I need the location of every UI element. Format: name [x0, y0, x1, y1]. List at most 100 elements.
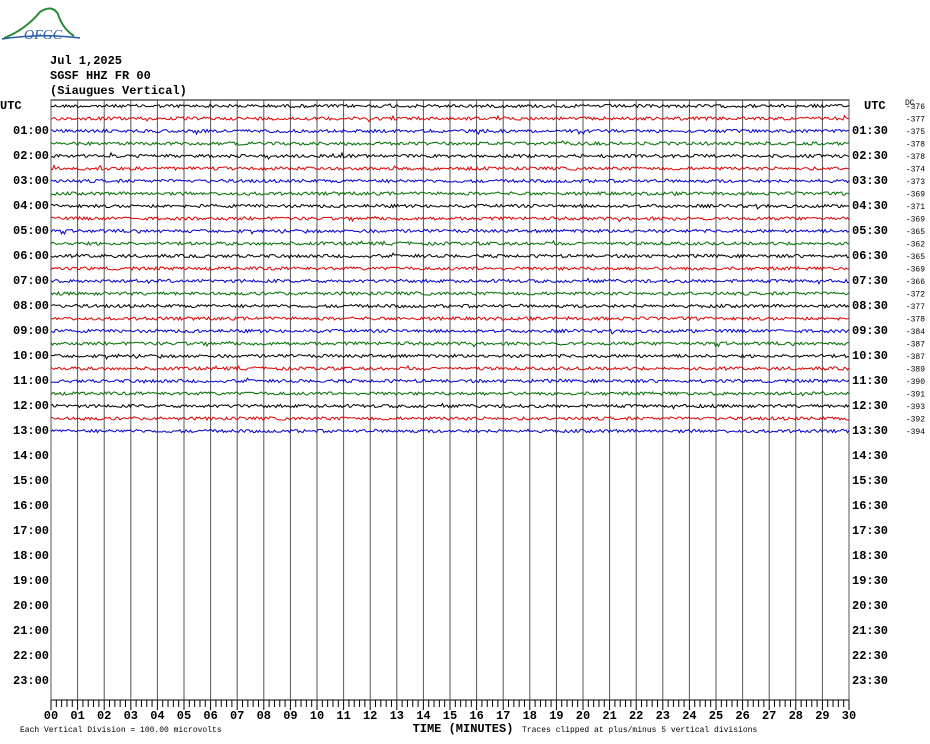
row-label-right: UTC: [864, 99, 886, 113]
trace: [50, 239, 850, 247]
x-tick-label: 07: [230, 709, 244, 723]
x-tick-label: 17: [496, 709, 510, 723]
row-label-right: 22:30: [852, 649, 888, 663]
row-label-left: UTC: [0, 99, 22, 113]
row-label-right: 03:30: [852, 174, 888, 188]
row-label-right: 07:30: [852, 274, 888, 288]
row-label-left: 06:00: [13, 249, 49, 263]
dc-offset: -378: [906, 141, 925, 150]
trace: [50, 428, 850, 434]
row-label-left: 17:00: [13, 524, 49, 538]
x-tick-label: 09: [283, 709, 297, 723]
dc-offset: -366: [906, 278, 925, 287]
trace: [50, 377, 850, 385]
dc-offset: -376: [906, 103, 925, 112]
dc-offset: -384: [906, 328, 925, 337]
title-line: Jul 1,2025: [50, 54, 122, 68]
x-tick-label: 13: [390, 709, 404, 723]
dc-offset: -375: [906, 128, 925, 137]
x-tick-label: 12: [363, 709, 377, 723]
row-label-left: 22:00: [13, 649, 49, 663]
x-tick-label: 26: [735, 709, 749, 723]
trace: [50, 190, 850, 197]
dc-offset: -394: [906, 428, 925, 437]
row-label-left: 15:00: [13, 474, 49, 488]
x-axis-label: TIME (MINUTES): [413, 722, 514, 736]
dc-offset: -371: [906, 203, 925, 212]
trace: [51, 353, 850, 360]
dc-offset: -362: [906, 241, 925, 250]
dc-offset: -387: [906, 353, 925, 362]
logo: OFGC: [1, 7, 81, 43]
dc-offset: -392: [906, 416, 925, 425]
row-label-left: 01:00: [13, 124, 49, 138]
dc-offset: -377: [906, 116, 925, 125]
row-label-right: 10:30: [852, 349, 888, 363]
logo-text: OFGC: [24, 28, 63, 43]
x-tick-label: 21: [602, 709, 616, 723]
row-label-left: 18:00: [13, 549, 49, 563]
x-tick-label: 20: [576, 709, 590, 723]
x-tick-label: 19: [549, 709, 563, 723]
title-line: (Siaugues Vertical): [50, 84, 187, 98]
trace: [50, 391, 850, 397]
row-label-right: 20:30: [852, 599, 888, 613]
trace: [50, 103, 850, 109]
x-tick-label: 05: [177, 709, 191, 723]
row-label-right: 19:30: [852, 574, 888, 588]
row-label-right: 02:30: [852, 149, 888, 163]
row-label-left: 09:00: [13, 324, 49, 338]
row-label-left: 05:00: [13, 224, 49, 238]
row-label-left: 11:00: [13, 374, 49, 388]
row-label-right: 21:30: [852, 624, 888, 638]
trace: [50, 151, 850, 160]
trace: [50, 215, 850, 223]
x-tick-label: 28: [789, 709, 803, 723]
row-label-right: 18:30: [852, 549, 888, 563]
row-label-left: 12:00: [13, 399, 49, 413]
x-tick-label: 27: [762, 709, 776, 723]
x-tick-label: 22: [629, 709, 643, 723]
row-label-left: 14:00: [13, 449, 49, 463]
trace: [50, 128, 850, 136]
dc-offset: -374: [906, 166, 925, 175]
dc-offset: -369: [906, 191, 925, 200]
dc-title: DC: [905, 99, 915, 108]
trace: [50, 328, 850, 335]
note: Traces clipped at plus/minus 5 vertical …: [522, 726, 757, 735]
x-tick-label: 29: [815, 709, 829, 723]
row-label-right: 13:30: [852, 424, 888, 438]
dc-offset: -390: [906, 378, 925, 387]
note: Each Vertical Division = 100.00 microvol…: [20, 726, 222, 735]
trace: [50, 164, 850, 172]
logo-mountain: [3, 7, 75, 39]
trace: [50, 203, 850, 210]
trace: [50, 415, 850, 422]
dc-offset: -369: [906, 216, 925, 225]
dc-offset: -377: [906, 303, 925, 312]
row-label-right: 08:30: [852, 299, 888, 313]
row-label-right: 17:30: [852, 524, 888, 538]
trace: [50, 228, 850, 236]
x-tick-label: 03: [124, 709, 138, 723]
row-label-right: 09:30: [852, 324, 888, 338]
x-tick-label: 23: [656, 709, 670, 723]
x-tick-label: 25: [709, 709, 723, 723]
row-label-left: 16:00: [13, 499, 49, 513]
logo-line: [1, 34, 81, 40]
x-tick-label: 00: [44, 709, 58, 723]
row-label-right: 23:30: [852, 674, 888, 688]
row-label-right: 11:30: [852, 374, 888, 388]
title-line: SGSF HHZ FR 00: [50, 69, 151, 83]
row-label-right: 16:30: [852, 499, 888, 513]
x-tick-label: 16: [469, 709, 483, 723]
trace: [50, 252, 850, 260]
row-label-right: 14:30: [852, 449, 888, 463]
dc-offset: -365: [906, 253, 925, 262]
row-label-left: 10:00: [13, 349, 49, 363]
row-label-right: 04:30: [852, 199, 888, 213]
row-label-left: 23:00: [13, 674, 49, 688]
row-label-left: 04:00: [13, 199, 49, 213]
dc-offset: -378: [906, 316, 925, 325]
